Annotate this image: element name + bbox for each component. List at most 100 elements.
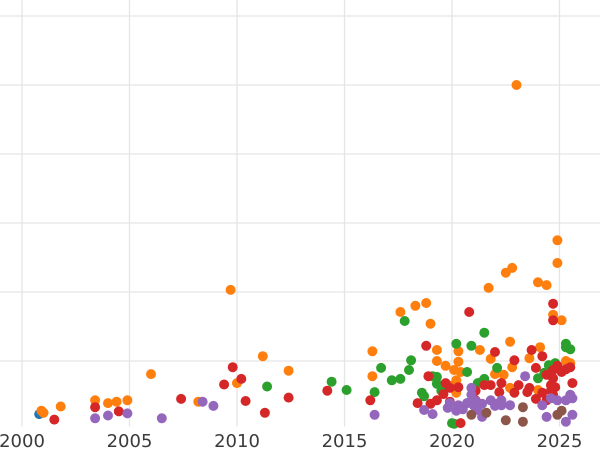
data-point-orange: [421, 298, 432, 308]
data-point-orange: [511, 80, 522, 90]
data-point-red: [485, 380, 496, 391]
data-point-green: [399, 316, 410, 326]
data-point-orange: [474, 345, 485, 355]
data-point-orange: [505, 336, 516, 347]
data-point-brown: [481, 407, 492, 418]
data-point-purple: [197, 396, 208, 407]
data-point-red: [227, 362, 238, 373]
data-point-green: [492, 362, 503, 373]
data-point-orange: [431, 345, 442, 355]
data-point-red: [513, 380, 524, 391]
data-point-purple: [427, 409, 438, 420]
data-point-red: [509, 355, 520, 366]
data-point-red: [548, 315, 559, 326]
data-point-purple: [444, 398, 455, 409]
data-point-red: [444, 382, 455, 393]
data-point-purple: [477, 398, 488, 409]
data-point-green: [462, 367, 473, 377]
x-tick-label: 2000: [0, 431, 45, 450]
data-point-green: [369, 387, 380, 398]
data-point-red: [240, 396, 251, 406]
data-point-red: [438, 389, 449, 400]
data-point-green: [395, 373, 406, 384]
data-point-orange: [111, 396, 122, 407]
data-point-green: [466, 340, 477, 351]
data-point-red: [524, 382, 535, 393]
data-point-red: [464, 307, 475, 317]
data-point-orange: [507, 262, 518, 273]
data-point-red: [455, 418, 466, 429]
data-point-red: [453, 382, 464, 393]
data-point-purple: [496, 400, 507, 411]
data-point-red: [49, 414, 60, 425]
data-point-red: [219, 379, 230, 390]
data-point-orange: [483, 282, 494, 293]
data-point-orange: [552, 258, 563, 268]
data-point-orange: [90, 395, 101, 406]
data-point-orange: [453, 356, 464, 367]
data-point-green: [565, 344, 576, 355]
data-point-red: [113, 406, 124, 417]
data-point-orange: [425, 318, 436, 329]
data-point-green: [404, 365, 414, 375]
data-point-orange: [367, 371, 378, 382]
data-point-purple: [208, 400, 219, 411]
data-point-purple: [466, 382, 477, 393]
data-point-orange: [38, 407, 49, 418]
data-point-purple: [90, 413, 101, 424]
data-point-purple: [419, 405, 430, 415]
data-point-green: [326, 376, 337, 387]
x-tick-label: 2010: [214, 431, 260, 450]
data-point-red: [509, 387, 520, 398]
data-point-orange: [498, 369, 509, 380]
data-point-red: [412, 398, 423, 409]
data-point-orange: [453, 346, 464, 357]
data-point-red: [365, 395, 376, 406]
data-point-orange: [283, 365, 294, 376]
data-point-purple: [552, 395, 563, 406]
x-tick-label: 2015: [322, 431, 368, 450]
data-point-orange: [395, 307, 406, 317]
data-point-orange: [431, 356, 442, 366]
data-point-orange: [103, 398, 113, 409]
data-point-green: [341, 385, 352, 395]
data-point-red: [176, 393, 187, 404]
data-point-brown: [556, 405, 567, 416]
data-point-red: [259, 407, 270, 418]
data-point-green: [419, 391, 430, 402]
data-point-red: [550, 382, 561, 393]
data-point-purple: [560, 416, 571, 427]
data-point-brown: [517, 402, 528, 413]
data-point-red: [537, 351, 548, 362]
data-point-green: [386, 375, 397, 386]
data-point-red: [490, 347, 500, 357]
data-point-purple: [520, 371, 531, 382]
data-point-purple: [369, 409, 380, 420]
data-point-green: [431, 371, 442, 382]
data-point-red: [421, 340, 432, 351]
data-point-brown: [500, 415, 511, 426]
data-point-red: [548, 298, 559, 309]
data-point-purple: [567, 393, 578, 404]
data-point-orange: [535, 342, 546, 353]
data-point-purple: [537, 400, 548, 411]
data-point-purple: [122, 408, 133, 419]
data-point-green: [376, 362, 387, 373]
data-point-green: [262, 381, 273, 392]
data-point-orange: [410, 300, 421, 311]
data-point-brown: [517, 416, 528, 427]
data-point-red: [530, 362, 541, 373]
data-point-purple: [505, 400, 516, 411]
data-point-red: [565, 362, 576, 373]
data-point-orange: [440, 360, 451, 371]
data-point-orange: [541, 280, 552, 291]
data-point-purple: [541, 411, 552, 422]
data-point-orange: [55, 401, 66, 412]
data-point-orange: [257, 351, 268, 362]
data-point-red: [548, 373, 559, 384]
data-point-red: [423, 371, 434, 382]
data-point-green: [406, 355, 417, 366]
data-point-orange: [524, 353, 535, 364]
data-point-red: [431, 395, 442, 406]
